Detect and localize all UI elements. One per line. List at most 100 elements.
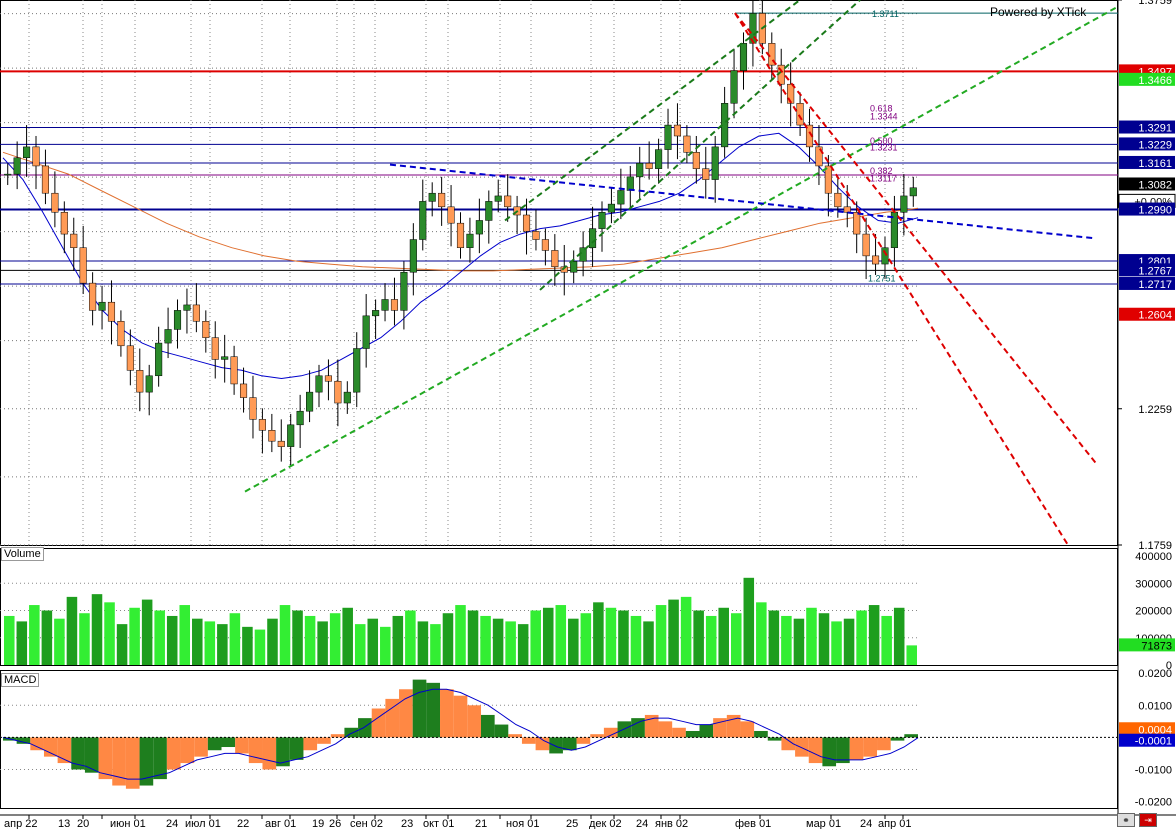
candle-body	[589, 228, 597, 248]
candle-body	[202, 321, 210, 338]
volume-bar	[354, 624, 366, 665]
time-axis-label: мар 01	[806, 818, 841, 829]
macd-histogram-bar	[399, 689, 413, 738]
candle-body	[70, 233, 78, 248]
macd-histogram-bar	[767, 737, 782, 741]
macd-histogram-bar	[57, 737, 72, 764]
time-axis-label: 26	[329, 818, 341, 829]
volume-bar	[229, 613, 241, 665]
candle-body	[117, 321, 125, 347]
volume-bar	[254, 629, 266, 665]
time-axis-label: фев 01	[735, 818, 771, 829]
trendline-green-channel-upper	[504, 0, 801, 222]
macd-histogram-bar	[207, 737, 222, 751]
fib-label: 1.3117	[870, 173, 897, 183]
toolbar-icons: ⚭ ⇥	[1117, 813, 1157, 827]
macd-histogram-bar	[84, 737, 99, 773]
macd-histogram-bar	[849, 737, 864, 760]
volume-bar	[342, 607, 353, 665]
macd-histogram-bar	[726, 714, 741, 738]
fib-label: 0.618	[870, 103, 893, 113]
candle-body	[645, 162, 653, 169]
price-tag-box	[1119, 137, 1175, 151]
volume-bar	[593, 602, 604, 665]
macd-histogram-bar	[112, 737, 126, 786]
volume-bar	[480, 615, 491, 665]
macd-tag-label: 0.0004	[1138, 724, 1172, 736]
volume-axis-label: 200000	[1135, 606, 1172, 618]
time-axis-label: 13	[58, 818, 70, 829]
macd-histogram-bar	[330, 734, 345, 738]
time-axis-label: 24	[636, 818, 648, 829]
price-tag-label: 1.3291	[1138, 123, 1172, 135]
price-tag-label: 1.2717	[1138, 279, 1172, 291]
price-tag-box	[1119, 276, 1175, 290]
time-axis-label: дек 02	[589, 818, 622, 829]
price-tag-label: 1.2767	[1138, 265, 1172, 277]
macd-histogram-bar	[863, 737, 878, 757]
macd-histogram-bar	[549, 737, 563, 754]
candle-body	[230, 356, 238, 385]
candle-body	[409, 239, 417, 273]
time-axis-label: апр 22	[4, 818, 37, 829]
volume-bar	[267, 618, 278, 665]
macd-histogram-bar	[385, 698, 400, 738]
volume-bar	[856, 610, 867, 665]
volume-bar	[279, 605, 291, 665]
candle-body	[372, 310, 380, 317]
volume-bar	[768, 610, 780, 665]
candle-body	[551, 250, 559, 268]
volume-bar	[304, 615, 316, 665]
volume-bar	[16, 621, 28, 665]
candle-body	[258, 419, 266, 431]
volume-bar	[705, 615, 717, 665]
volume-bar	[781, 615, 792, 665]
macd-histogram-bar	[740, 721, 755, 738]
macd-histogram-bar	[358, 718, 372, 738]
time-axis-label: 23	[401, 818, 413, 829]
macd-histogram-bar	[644, 714, 659, 738]
candle-body	[673, 124, 682, 137]
macd-histogram-bar	[276, 737, 290, 767]
volume-bar	[843, 618, 855, 665]
candle-body	[60, 212, 68, 235]
price-tag-label: 1.2990	[1138, 205, 1172, 217]
volume-bar	[655, 605, 667, 665]
macd-histogram-bar	[467, 705, 481, 738]
time-axis-label: окт 01	[423, 818, 454, 829]
candle-body	[466, 233, 474, 248]
candle-body	[683, 135, 691, 153]
macd-histogram-bar	[576, 737, 591, 744]
candle-body	[41, 165, 50, 194]
trendline-green-support	[244, 5, 1119, 493]
volume-bar	[618, 610, 629, 665]
volume-bar	[906, 645, 917, 665]
chain-icon[interactable]: ⚭	[1117, 813, 1135, 827]
time-axis-label: ноя 01	[506, 818, 539, 829]
volume-bar	[718, 607, 729, 665]
candle-body	[692, 152, 700, 169]
candle-body	[419, 201, 427, 240]
candle-body	[494, 195, 502, 202]
macd-histogram-bar	[685, 730, 700, 738]
volume-bar	[467, 610, 479, 665]
volume-bar	[542, 607, 554, 665]
candle-body	[98, 301, 106, 311]
candle-body	[532, 231, 540, 240]
macd-histogram-bar	[521, 737, 536, 744]
volume-bar	[4, 615, 15, 665]
candle-body	[211, 337, 219, 360]
volume-bar	[555, 605, 567, 665]
candle-body	[173, 310, 182, 330]
volume-bar	[806, 607, 817, 665]
candle-body	[381, 299, 389, 311]
fib-label: 1.3344	[870, 111, 898, 121]
macd-histogram-bar	[166, 737, 181, 770]
candle-body	[107, 301, 116, 322]
time-axis-label: 24	[166, 818, 178, 829]
macd-histogram-bar	[658, 721, 673, 738]
volume-bar	[793, 618, 805, 665]
volume-bar	[680, 596, 692, 665]
exit-icon[interactable]: ⇥	[1139, 813, 1157, 827]
